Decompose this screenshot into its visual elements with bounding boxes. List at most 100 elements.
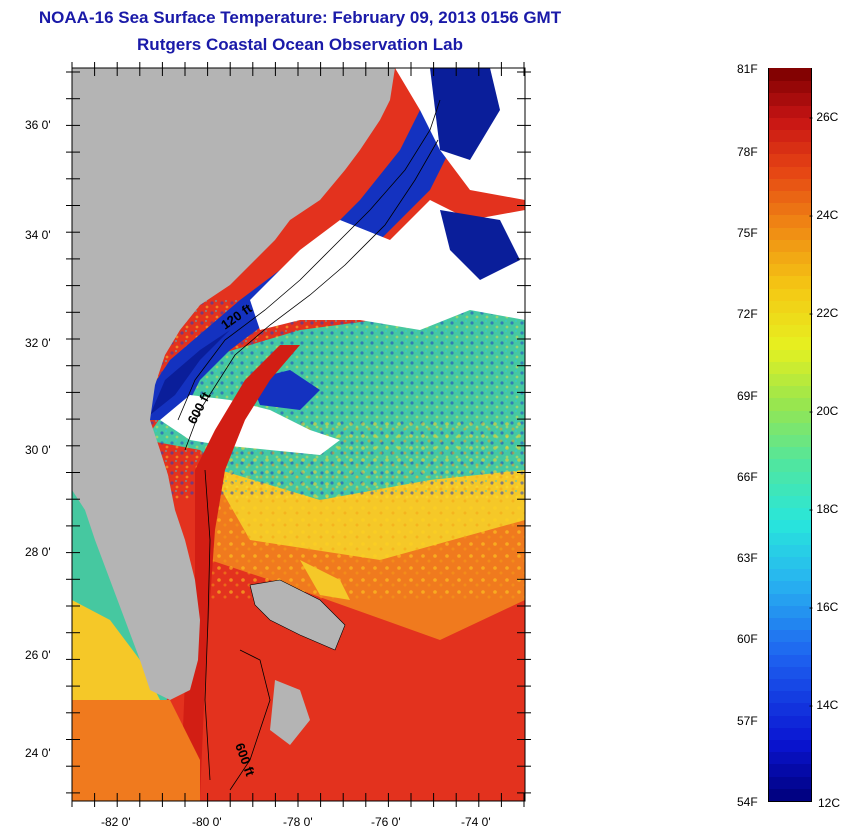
colorbar-f-label: 72F [737,307,758,321]
colorbar-band [769,556,811,570]
lat-label: 36 0' [25,118,51,132]
colorbar-band [769,495,811,509]
lon-label: -80 0' [192,815,222,829]
colorbar-band [769,458,811,472]
colorbar-f-label: 78F [737,145,758,159]
colorbar-c-label: - 14C [809,698,839,712]
colorbar-band [769,141,811,155]
lon-label: -76 0' [371,815,401,829]
colorbar-band [769,580,811,594]
colorbar-band [769,190,811,204]
colorbar-f-label: 81F [737,62,758,76]
colorbar-band [769,702,811,716]
lon-label: -82 0' [101,815,131,829]
lat-label: 30 0' [25,443,51,457]
colorbar-f-label: 69F [737,389,758,403]
colorbar-band [769,178,811,191]
colorbar-band [769,288,811,301]
colorbar-f-label: 75F [737,226,758,240]
colorbar-band [769,641,811,655]
colorbar-band [769,519,811,533]
colorbar-band [769,715,811,728]
colorbar-band [769,593,811,606]
colorbar-band [769,434,811,448]
map-image [72,68,525,801]
map-title: NOAA-16 Sea Surface Temperature: Februar… [38,8,562,27]
ocean-cold-shelf [145,68,470,420]
colorbar-band [769,227,811,240]
colorbar-c-label: - 22C [809,306,839,320]
colorbar-band [769,471,811,484]
colorbar-band [769,202,811,216]
colorbar-f-label: 57F [737,714,758,728]
colorbar-c-label: - 26C [809,110,839,124]
colorbar-band [769,251,811,265]
colorbar-band [769,263,811,277]
colorbar-c-label: - 24C [809,208,839,222]
colorbar-band [769,763,811,777]
lat-label: 34 0' [25,228,51,242]
colorbar-band [769,275,811,289]
colorbar-band [769,80,811,94]
colorbar-band [769,629,811,643]
colorbar-band [769,654,811,667]
colorbar-c-label: - 16C [809,600,839,614]
colorbar-band [769,153,811,167]
colorbar-band [769,666,811,679]
lat-label: 28 0' [25,545,51,559]
colorbar-band [769,690,811,704]
colorbar-band [769,312,811,326]
colorbar-band [769,544,811,557]
colorbar-band [769,788,811,801]
axis-ticks [66,62,531,807]
colorbar-band [769,422,811,435]
colorbar-band [769,373,811,387]
contour-600ft [184,139,439,451]
colorbar-band [769,92,811,106]
colorbar-band [769,751,811,765]
colorbar-band [769,446,811,460]
colorbar-band [769,532,811,545]
colorbar-band [769,68,811,82]
contour-120ft [177,99,441,421]
colorbar-band [769,239,811,252]
colorbar-band [769,166,811,179]
colorbar-f-label: 66F [737,470,758,484]
colorbar-c-label: 12C [818,796,841,810]
lon-label: -74 0' [461,815,491,829]
colorbar-band [769,385,811,399]
colorbar-band [769,483,811,496]
bahamas-1 [249,579,346,651]
colorbar-band [769,397,811,411]
cloud-central [160,395,340,455]
colorbar-band [769,336,811,350]
colorbar-band [769,776,811,789]
lat-label: 26 0' [25,648,51,662]
lat-label: 24 0' [25,746,51,760]
colorbar-band [769,324,811,338]
colorbar-band [769,568,811,582]
colorbar-band [769,300,811,313]
colorbar-band [769,617,811,631]
colorbar-band [769,507,811,521]
colorbar-band [769,117,811,130]
colorbar-band [769,214,811,228]
lat-label: 32 0' [25,336,51,350]
gulf-stream [180,345,300,800]
colorbar-band [769,361,811,374]
colorbar-c-label: - 18C [809,502,839,516]
colorbar-band [769,349,811,362]
map-subtitle: Rutgers Coastal Ocean Observation Lab [137,35,463,54]
colorbar-c-label: - 20C [809,404,839,418]
colorbar-band [769,605,811,618]
land [72,68,395,700]
colorbar-f-label: 60F [737,632,758,646]
colorbar-f-label: 63F [737,551,758,565]
colorbar-f-label: 54F [737,795,758,809]
bahamas-2 [270,680,310,745]
colorbar-band [769,727,811,740]
colorbar-band [769,105,811,118]
lon-label: -78 0' [283,815,313,829]
colorbar-band [769,410,811,423]
